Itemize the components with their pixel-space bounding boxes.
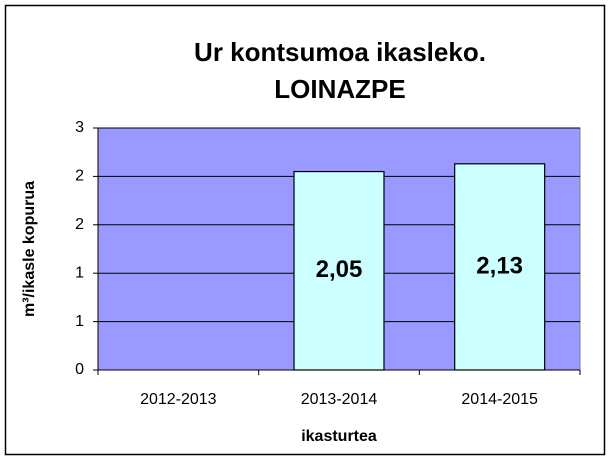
- bar: [293, 170, 385, 371]
- y-tick-label: 3: [75, 119, 84, 136]
- x-tick-label: 2012-2013: [140, 391, 217, 408]
- x-tick-label: 2013-2014: [301, 391, 378, 408]
- y-tick-label: 1: [75, 264, 84, 281]
- y-axis-label: m³/ikasle kopurua: [21, 181, 38, 317]
- x-axis-label: ikasturtea: [301, 428, 377, 445]
- chart-title: LOINAZPE: [274, 74, 405, 104]
- y-tick-label: 0: [75, 361, 84, 378]
- y-tick-label: 2: [75, 168, 84, 185]
- x-tick-label: 2014-2015: [461, 391, 538, 408]
- y-tick-label: 1: [75, 313, 84, 330]
- data-label: 2,13: [476, 252, 523, 279]
- data-label: 2,05: [316, 256, 363, 283]
- bar: [454, 163, 546, 371]
- y-tick-label: 2: [75, 216, 84, 233]
- chart-title: Ur kontsumoa ikasleko.: [194, 37, 486, 67]
